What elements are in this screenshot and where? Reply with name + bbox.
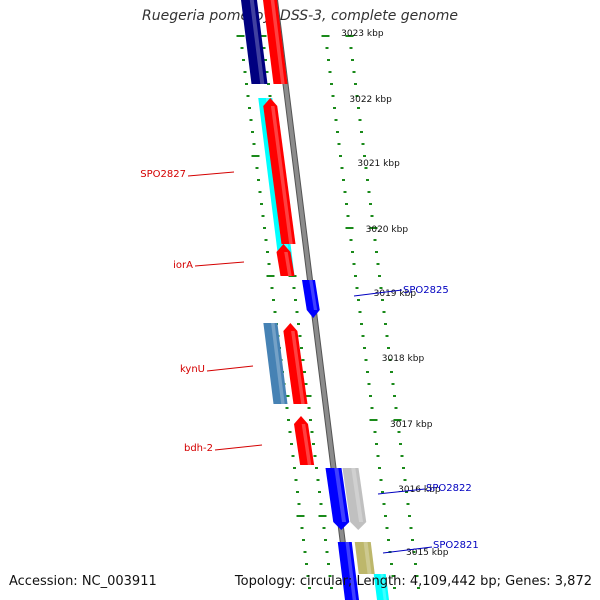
feature-spo2825-highlight <box>309 280 318 310</box>
ruler-label: 3021 kbp <box>357 159 400 169</box>
ruler-ticks <box>236 35 420 589</box>
feature-red-2[interactable] <box>283 323 308 404</box>
feature-spo2822[interactable] <box>342 468 367 530</box>
feature-cyan-bottom[interactable] <box>373 574 389 600</box>
feature-spo2821-highlight <box>363 542 372 574</box>
ruler-label: 3018 kbp <box>382 354 425 364</box>
gene-label-spo2827[interactable]: SPO2827 <box>140 169 186 180</box>
accession-text: Accession: NC_003911 <box>9 574 157 589</box>
ruler-label: 3023 kbp <box>341 29 384 39</box>
feature-red-1[interactable] <box>263 98 296 244</box>
ruler-label: 3022 kbp <box>349 95 392 105</box>
feature-blue-bottom[interactable] <box>337 542 359 600</box>
ruler-label: 3019 kbp <box>374 289 417 299</box>
ruler-label: 3020 kbp <box>366 225 409 235</box>
gene-leader-line <box>377 488 426 495</box>
feature-navy-highlight <box>249 0 265 84</box>
gene-label-spo2821[interactable]: SPO2821 <box>433 540 479 551</box>
gene-label-kynu[interactable]: kynU <box>180 364 205 375</box>
feature-spo2822-highlight <box>351 468 364 522</box>
feature-cyan-bottom-highlight <box>380 574 387 600</box>
feature-spo2821[interactable] <box>354 542 375 574</box>
feature-spo2825[interactable] <box>302 280 320 318</box>
gene-label-bdh-2[interactable]: bdh-2 <box>184 443 213 454</box>
feature-red-1-highlight <box>270 106 293 244</box>
gene-leader-line <box>206 365 254 372</box>
feature-red-2-highlight <box>291 331 305 404</box>
feature-spo2822-blue[interactable] <box>325 468 350 530</box>
feature-red-top[interactable] <box>263 0 288 84</box>
feature-kynu-highlight <box>271 323 285 404</box>
feature-iora[interactable] <box>276 244 295 276</box>
feature-spo2822-blue-highlight <box>334 468 347 522</box>
gene-leader-line <box>382 546 433 554</box>
genome-summary-text: Topology: circular; Length: 4,109,442 bp… <box>234 574 592 589</box>
gene-leader-line <box>194 261 245 267</box>
feature-kynu[interactable] <box>263 323 288 404</box>
feature-navy[interactable] <box>241 0 268 84</box>
feature-blue-bottom-highlight <box>345 542 357 600</box>
gene-label-spo2825[interactable]: SPO2825 <box>403 285 449 296</box>
feature-red-top-highlight <box>270 0 285 84</box>
gene-label-iora[interactable]: iorA <box>173 260 193 271</box>
gene-leader-line <box>214 444 263 451</box>
gene-leader-line <box>187 171 235 177</box>
gene-labels[interactable]: SPO2827 iorA kynU bdh-2 SPO2825 SPO2822 SPO282… <box>140 169 479 554</box>
gene-label-spo2822[interactable]: SPO2822 <box>426 483 472 494</box>
gene-leader-line <box>353 289 403 297</box>
feature-bdh-2[interactable] <box>294 416 315 465</box>
map-title: Ruegeria pomeroyi DSS-3, complete genome <box>142 8 458 24</box>
gene-features[interactable] <box>241 0 389 600</box>
feature-bdh-2-highlight <box>301 424 312 465</box>
ruler-label: 3017 kbp <box>390 420 433 430</box>
feature-iora-highlight <box>284 252 292 276</box>
ruler-label: 3015 kbp <box>406 548 449 558</box>
